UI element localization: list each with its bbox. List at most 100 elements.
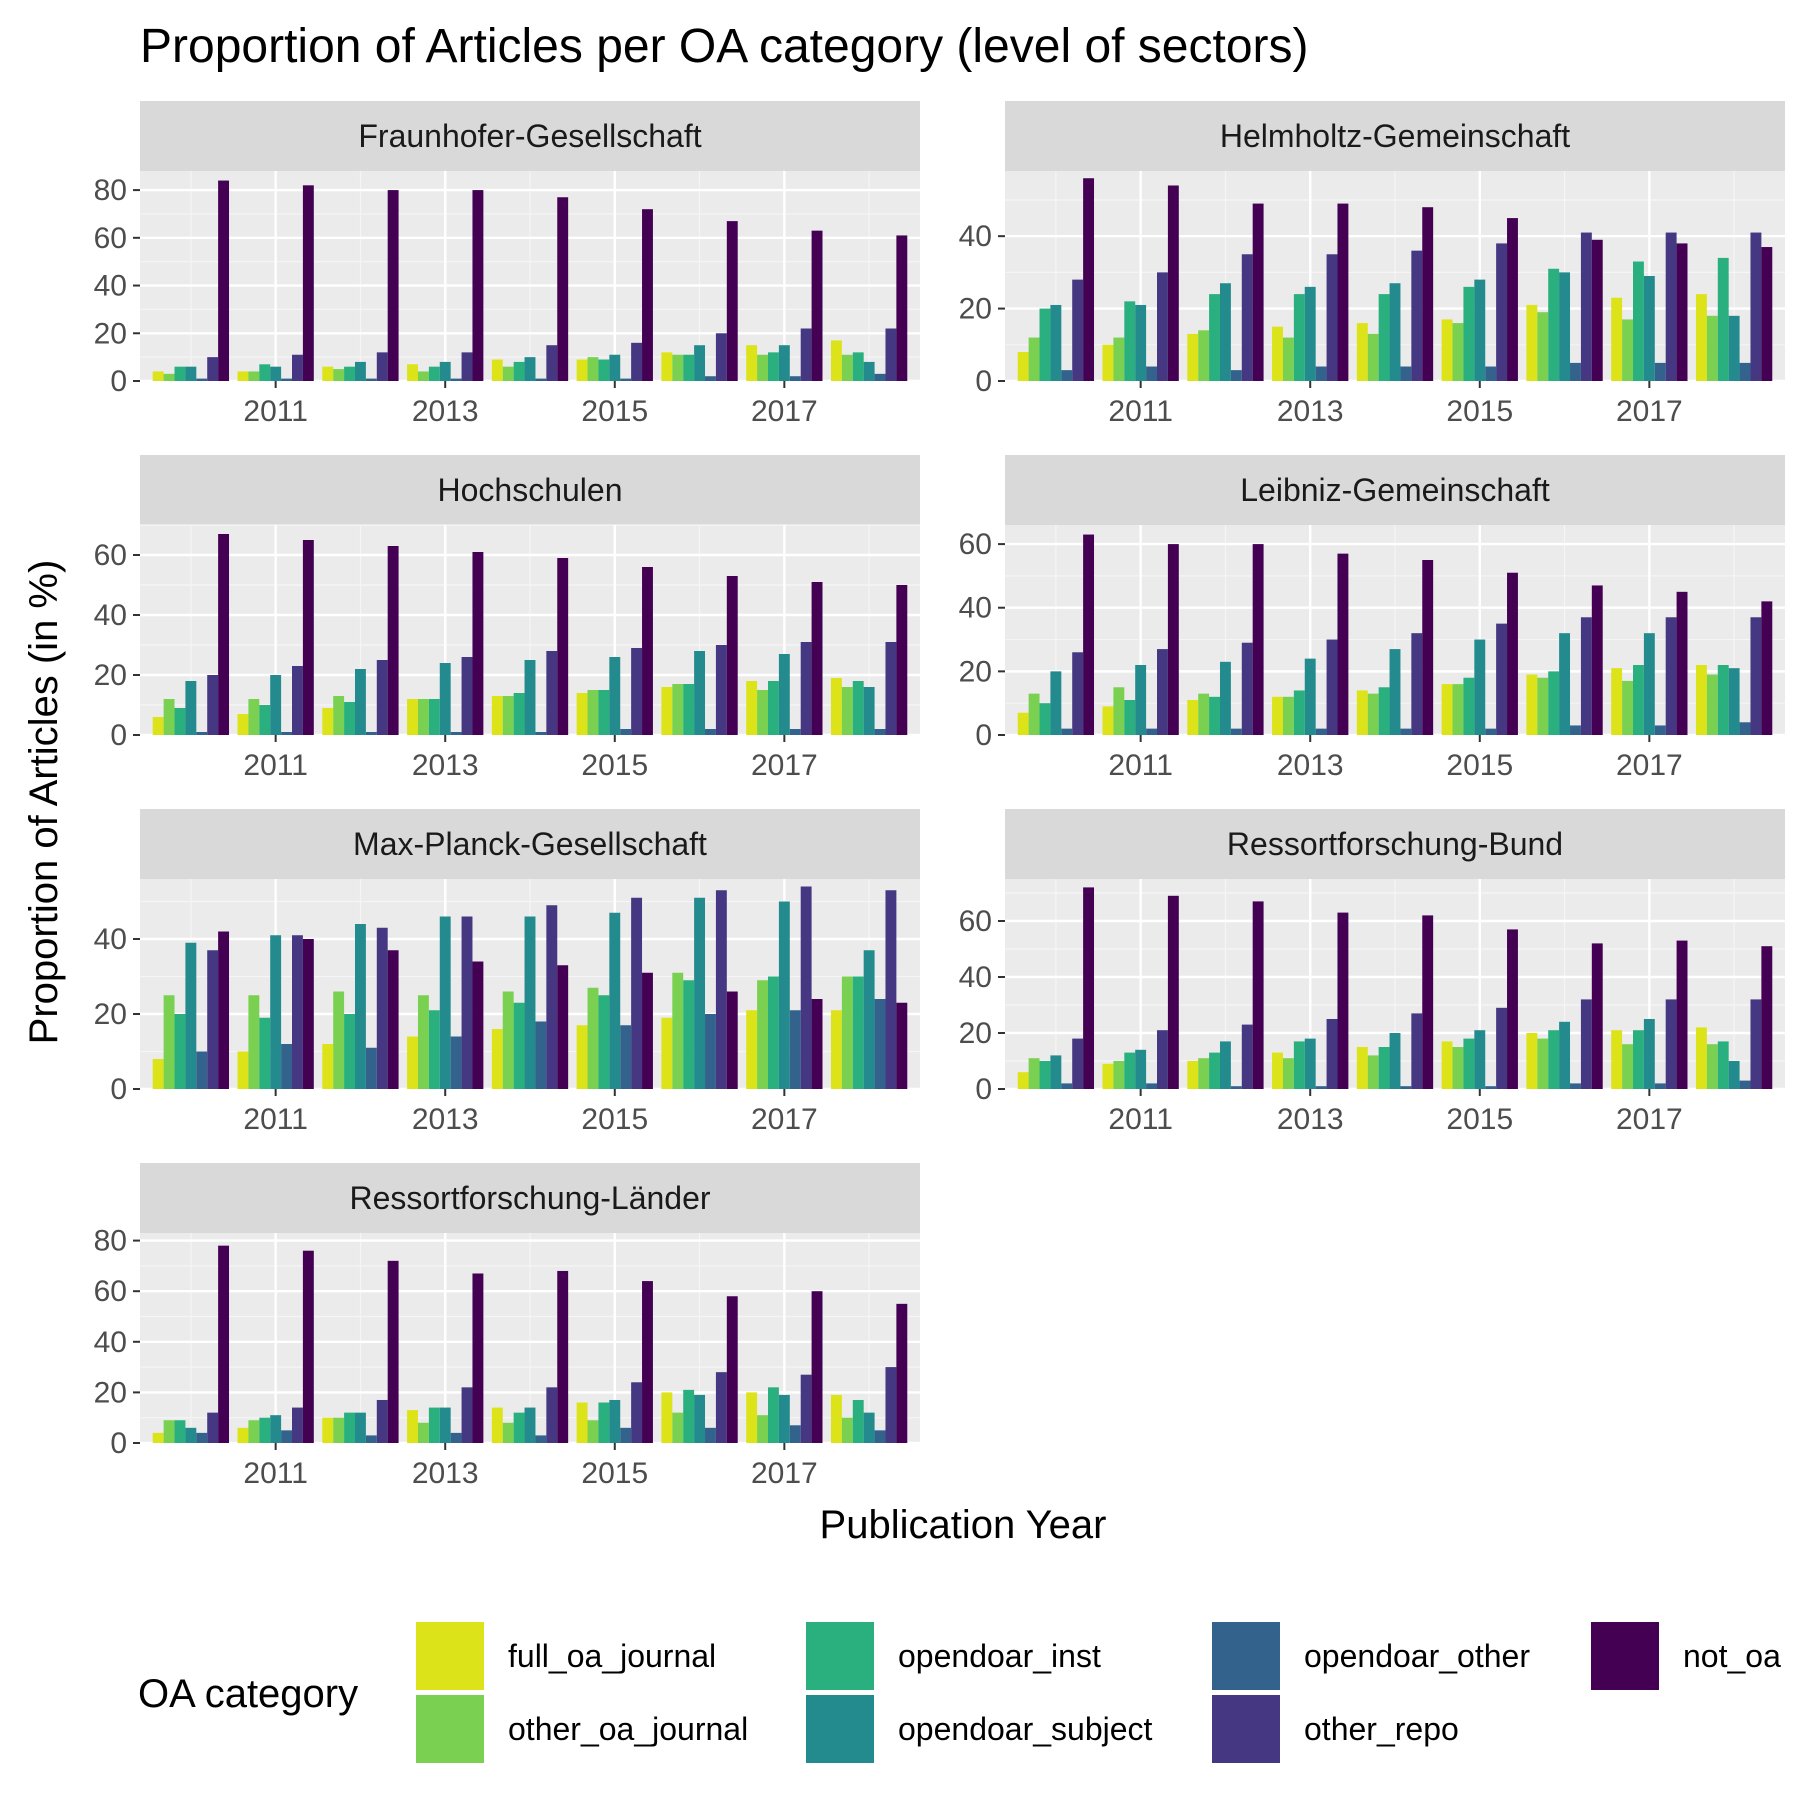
bar-2016-other_oa_journal (1537, 677, 1549, 735)
bar-2012-not_oa (1252, 544, 1264, 735)
bar-2012-full_oa_journal (1187, 700, 1199, 735)
bar-2017-not_oa (811, 230, 823, 381)
bar-2011-full_oa_journal (1102, 344, 1114, 381)
bar-2014-opendoar_other (535, 732, 547, 735)
bar-2011-full_oa_journal (1102, 1063, 1114, 1089)
legend-entry-opendoar-inst: opendoar_inst (806, 1622, 1101, 1690)
bar-2013-opendoar_inst (428, 699, 440, 735)
bar-2016-opendoar_other (705, 729, 716, 735)
bar-2010-opendoar_inst (1039, 703, 1051, 735)
bar-2013-not_oa (472, 552, 484, 735)
bar-2010-full_oa_journal (152, 371, 164, 381)
legend-label: other_repo (1304, 1711, 1459, 1747)
bar-2014-other_repo (546, 345, 558, 381)
x-tick-label: 2011 (243, 749, 308, 782)
legend-entry-opendoar-other: opendoar_other (1212, 1622, 1530, 1690)
x-tick-label: 2013 (412, 1103, 479, 1136)
bar-2013-full_oa_journal (1272, 326, 1283, 381)
bar-2018-not_oa (896, 235, 908, 381)
bar-2018-opendoar_inst (852, 1399, 864, 1443)
y-tick-label: 80 (94, 174, 127, 207)
bar-2015-opendoar_other (1485, 1086, 1497, 1089)
bar-2017-opendoar_subject (778, 1394, 790, 1443)
y-tick-label: 60 (94, 1275, 127, 1308)
bar-2011-opendoar_inst (1124, 1052, 1136, 1089)
bar-2017-opendoar_other (789, 729, 801, 735)
bar-2015-full_oa_journal (1441, 1041, 1453, 1089)
bar-2012-opendoar_subject (1219, 661, 1231, 735)
bar-2014-full_oa_journal (1356, 1047, 1368, 1089)
bar-2018-opendoar_subject (863, 950, 875, 1089)
bar-2010-full_oa_journal (152, 717, 164, 735)
bar-2016-other_oa_journal (1537, 1038, 1549, 1089)
bar-2010-opendoar_inst (174, 708, 186, 735)
bar-2010-opendoar_other (196, 732, 208, 735)
bar-2011-opendoar_other (281, 378, 293, 381)
bar-2015-other_oa_journal (587, 1420, 599, 1443)
legend-key (806, 1695, 874, 1763)
bar-2015-not_oa (1507, 218, 1518, 381)
bar-2011-opendoar_subject (270, 366, 282, 381)
bar-2012-opendoar_inst (1209, 294, 1220, 381)
bar-2014-opendoar_inst (513, 1412, 525, 1443)
bar-2016-opendoar_inst (683, 684, 695, 735)
x-tick-label: 2013 (1277, 395, 1344, 428)
bar-2017-opendoar_inst (1632, 261, 1644, 381)
bar-2011-other_repo (1157, 1030, 1168, 1089)
bar-2010-opendoar_inst (174, 366, 186, 381)
bar-2014-not_oa (557, 965, 569, 1089)
bar-2016-opendoar_inst (1548, 1030, 1560, 1089)
bar-2016-full_oa_journal (661, 1017, 673, 1089)
bar-2012-opendoar_other (365, 1047, 377, 1089)
bar-2017-other_oa_journal (757, 1415, 768, 1443)
bar-2013-opendoar_inst (1293, 294, 1305, 381)
bar-2013-other_oa_journal (1282, 696, 1294, 735)
bar-2018-other_repo (885, 328, 897, 381)
bar-2015-other_oa_journal (587, 987, 599, 1089)
chart-title: Proportion of Articles per OA category (… (140, 20, 1309, 73)
bar-2013-opendoar_inst (428, 1407, 440, 1443)
strip-label: Helmholtz-Gemeinschaft (1220, 118, 1570, 154)
strip-fraunhofer-gesellschaft (140, 101, 920, 171)
bar-2012-other_repo (1241, 642, 1253, 735)
x-tick-label: 2015 (581, 1103, 648, 1136)
bar-2013-other_oa_journal (417, 1422, 429, 1443)
bar-2010-opendoar_subject (185, 681, 197, 735)
bar-2017-not_oa (1676, 243, 1688, 381)
bar-2017-full_oa_journal (746, 345, 758, 381)
bar-2016-other_repo (1580, 232, 1592, 381)
bar-2018-opendoar_inst (1717, 665, 1729, 735)
bar-2013-other_repo (461, 916, 473, 1089)
x-axis-title: Publication Year (820, 1503, 1107, 1547)
bar-2013-other_repo (1326, 1019, 1338, 1089)
x-tick-label: 2017 (1616, 749, 1683, 782)
bar-2017-opendoar_other (1654, 725, 1666, 735)
bar-2018-other_repo (1750, 999, 1762, 1089)
bar-2017-opendoar_subject (778, 654, 790, 735)
x-tick-label: 2017 (1616, 395, 1683, 428)
bar-2012-opendoar_other (1230, 1086, 1242, 1089)
bar-2012-opendoar_inst (344, 702, 355, 735)
bar-2011-opendoar_subject (270, 935, 282, 1089)
bar-2011-not_oa (302, 540, 314, 735)
bar-2016-opendoar_other (705, 1427, 716, 1443)
bar-2011-opendoar_subject (270, 675, 282, 735)
bar-2016-full_oa_journal (661, 687, 673, 735)
bar-2017-other_oa_journal (1622, 1044, 1633, 1089)
bar-2017-full_oa_journal (746, 681, 758, 735)
bar-2018-opendoar_inst (1717, 1041, 1729, 1089)
bar-2010-opendoar_inst (174, 1014, 186, 1089)
bar-2014-other_repo (1411, 1013, 1423, 1089)
bar-2018-not_oa (896, 1002, 908, 1089)
bar-2015-other_oa_journal (1452, 684, 1464, 735)
bar-2016-other_repo (715, 333, 727, 381)
bar-2016-opendoar_subject (694, 345, 706, 381)
bar-2011-opendoar_inst (259, 1417, 271, 1443)
bar-2011-other_repo (292, 666, 303, 735)
bar-2015-other_oa_journal (587, 357, 599, 381)
y-tick-label: 40 (94, 923, 127, 956)
bar-2018-other_oa_journal (841, 354, 853, 381)
x-tick-label: 2013 (1277, 749, 1344, 782)
bar-2015-opendoar_inst (598, 359, 610, 381)
bar-2010-full_oa_journal (152, 1432, 164, 1443)
